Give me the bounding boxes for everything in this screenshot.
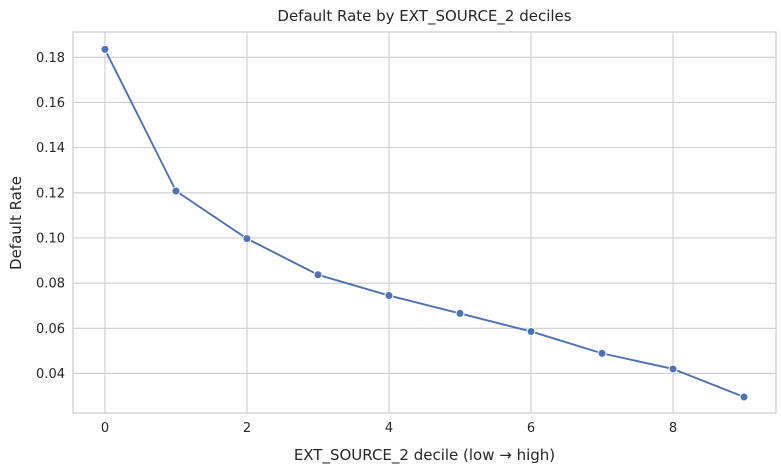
data-point [526,326,536,336]
y-tick-label: 0.06 [36,322,65,337]
x-tick-label: 4 [385,421,393,436]
x-tick-label: 2 [243,421,251,436]
y-tick-label: 0.14 [36,141,65,156]
data-point [597,348,607,358]
x-tick-label: 8 [669,421,677,436]
grid [73,32,776,413]
data-point [668,364,678,374]
series-line [104,48,745,398]
data-point [739,392,749,402]
data-point [100,44,110,54]
data-point [242,234,252,244]
x-axis-label: EXT_SOURCE_2 decile (low → high) [294,446,555,465]
plot-frame [72,31,777,414]
x-tick-label: 0 [101,421,109,436]
y-axis-ticks: 0.04 0.06 0.08 0.10 0.12 0.14 0.16 0.18 [36,51,65,382]
data-point [171,186,181,196]
x-axis-ticks: 0 2 4 6 8 [101,421,677,436]
y-tick-label: 0.16 [36,96,65,111]
data-point [313,270,323,280]
y-tick-label: 0.18 [36,51,65,66]
data-point [455,308,465,318]
series-layer [100,44,749,402]
y-tick-label: 0.04 [36,367,65,382]
x-tick-label: 6 [527,421,535,436]
y-tick-label: 0.12 [36,186,65,201]
y-tick-label: 0.08 [36,277,65,292]
y-axis-label: Default Rate [7,176,25,270]
y-tick-label: 0.10 [36,231,65,246]
chart-title: Default Rate by EXT_SOURCE_2 deciles [277,7,571,26]
data-point [384,291,394,301]
